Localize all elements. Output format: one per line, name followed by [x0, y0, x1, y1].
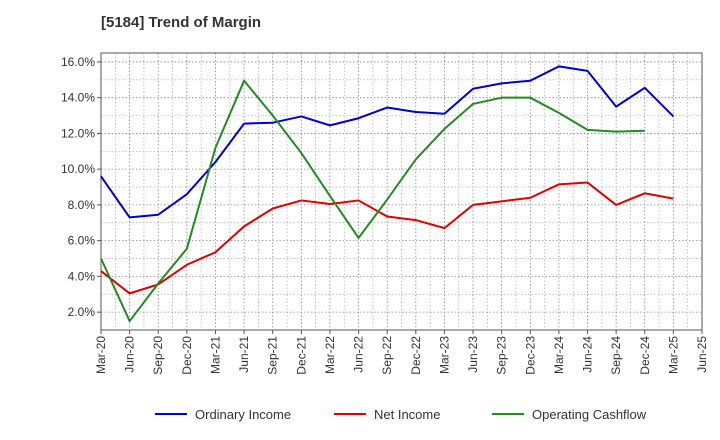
x-tick-label: Sep-20	[151, 336, 165, 375]
series-line-ordinary-income	[100, 65, 675, 219]
axis-layer: 2.0% 4.0% 6.0% 8.0% 10.0% 12.0% 14.0% 16.0% Mar-…	[61, 52, 709, 375]
chart-title: [5184] Trend of Margin	[101, 14, 262, 31]
y-tick-label: 14.0%	[61, 91, 95, 105]
x-tick-label: Jun-21	[237, 336, 251, 373]
y-tick-label: 16.0%	[61, 55, 95, 69]
series-line-operating-cashflow	[100, 79, 645, 323]
x-tick-label: Dec-23	[523, 336, 537, 375]
x-tick-label: Jun-24	[581, 336, 595, 373]
x-tick-label: Sep-22	[380, 336, 394, 375]
x-tick-label: Mar-25	[666, 336, 680, 374]
x-tick-label: Dec-21	[294, 336, 308, 375]
y-tick-label: 6.0%	[68, 234, 96, 248]
y-tick-label: 10.0%	[61, 162, 95, 176]
x-tick-label: Sep-24	[609, 336, 623, 375]
legend-label-operating-cashflow: Operating Cashflow	[532, 407, 647, 422]
x-tick-label: Jun-25	[695, 336, 709, 373]
legend: Ordinary Income Net Income Operating Cashf…	[155, 407, 647, 422]
x-tick-label: Mar-21	[208, 336, 222, 374]
x-tick-label: Mar-24	[552, 336, 566, 374]
y-tick-label: 12.0%	[61, 126, 95, 140]
x-tick-label: Jun-23	[466, 336, 480, 373]
x-tick-label: Mar-23	[437, 336, 451, 374]
x-tick-label: Dec-22	[409, 336, 423, 375]
grid-layer	[100, 53, 703, 330]
y-tick-label: 8.0%	[68, 198, 96, 212]
x-tick-label: Dec-24	[638, 336, 652, 375]
x-tick-label: Mar-20	[94, 336, 108, 374]
y-tick-label: 4.0%	[68, 269, 96, 283]
x-tick-label: Mar-22	[323, 336, 337, 374]
series-line-net-income	[100, 181, 674, 295]
x-tick-label: Sep-23	[495, 336, 509, 375]
series-layer	[100, 65, 675, 323]
x-tick-label: Sep-21	[266, 336, 280, 375]
plot-frame	[100, 52, 703, 331]
y-tick-label: 2.0%	[68, 305, 96, 319]
legend-label-ordinary-income: Ordinary Income	[195, 407, 291, 422]
x-tick-label: Jun-20	[123, 336, 137, 373]
legend-label-net-income: Net Income	[374, 407, 440, 422]
x-tick-label: Jun-22	[352, 336, 366, 373]
x-tick-label: Dec-20	[180, 336, 194, 375]
